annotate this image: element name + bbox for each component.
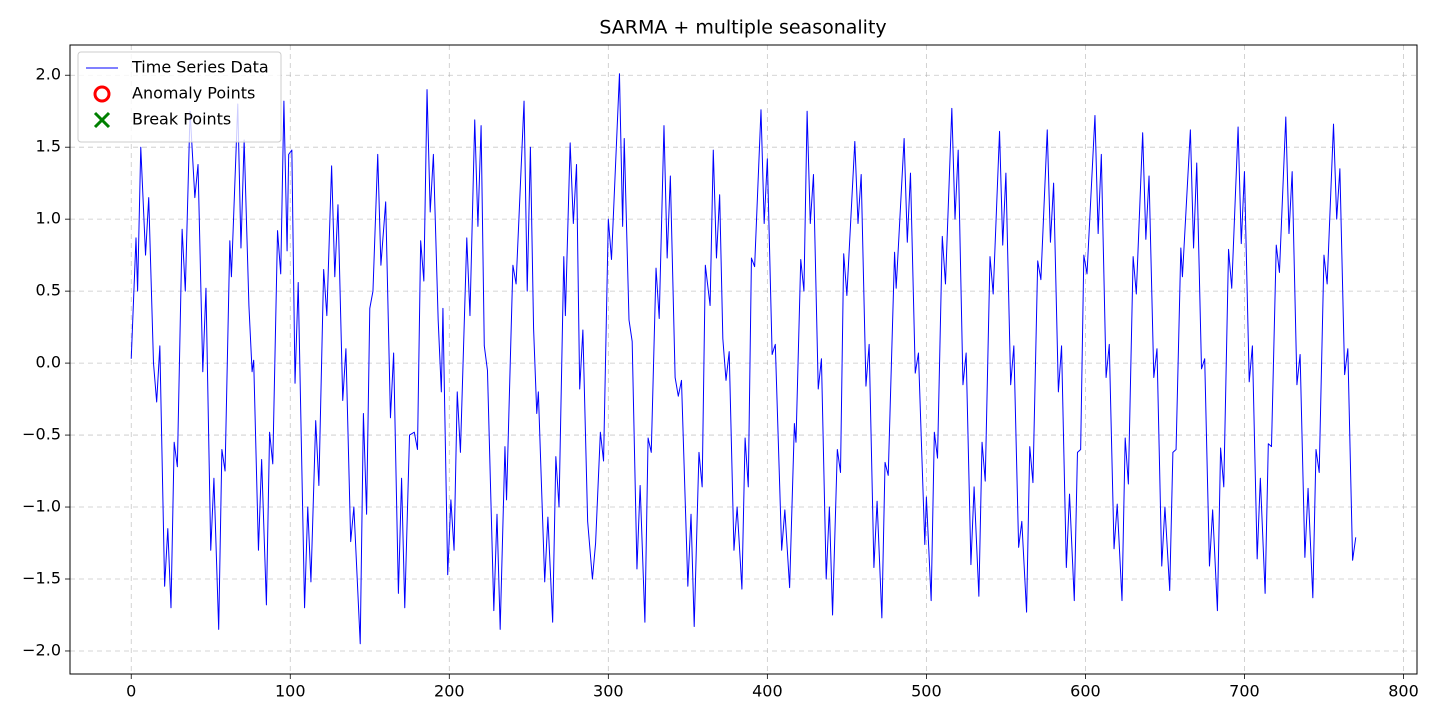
x-tick-label: 200	[434, 682, 465, 701]
x-tick-label: 300	[593, 682, 624, 701]
x-tick-label: 800	[1388, 682, 1419, 701]
y-tick-label: −1.0	[22, 497, 61, 516]
x-tick-label: 0	[126, 682, 136, 701]
x-tick-label: 500	[911, 682, 942, 701]
plot-frame	[69, 44, 1418, 675]
y-tick-label: 1.0	[36, 209, 61, 228]
legend-label: Break Points	[132, 110, 231, 129]
legend-marker	[93, 85, 111, 103]
y-tick-label: −0.5	[22, 425, 61, 444]
legend-frame	[77, 51, 282, 143]
legend-marker	[93, 111, 111, 129]
legend-label: Anomaly Points	[132, 84, 255, 103]
x-tick-label: 700	[1229, 682, 1260, 701]
y-tick-label: 0.0	[36, 353, 61, 372]
data-line	[130, 73, 1357, 645]
legend: Time Series Data Anomaly Points Break Poin…	[77, 51, 282, 143]
y-tick-label: 1.5	[36, 137, 61, 156]
x-tick-label: 600	[1070, 682, 1101, 701]
y-tick-label: 0.5	[36, 281, 61, 300]
legend-label: Time Series Data	[131, 58, 269, 77]
y-tick-label: −2.0	[22, 640, 61, 659]
x-tick-label: 400	[752, 682, 783, 701]
x-tick-label: 100	[275, 682, 306, 701]
y-tick-label: 2.0	[36, 65, 61, 84]
chart-title: SARMA + multiple seasonality	[599, 17, 886, 39]
y-tick-label: −1.5	[22, 569, 61, 588]
